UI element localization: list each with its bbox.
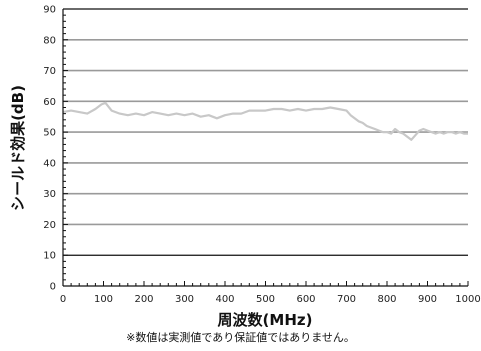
x-tick-label-0: 0 [60,294,66,305]
y-tick-label-10: 10 [43,251,56,262]
y-tick-label-0: 0 [50,282,56,293]
y-tick-label-80: 80 [43,35,56,46]
x-tick-label-1000: 1000 [455,294,480,305]
axes [62,8,469,287]
series-line-0 [62,101,468,141]
grid-lines [63,8,468,256]
x-tick-label-900: 900 [418,294,437,305]
x-tick-label-500: 500 [256,294,275,305]
x-tick-labels: 0 100 200 300 400 500 600 700 800 900 1000 [60,294,481,305]
y-tick-label-60: 60 [43,97,56,108]
series-layer [62,101,468,141]
y-tick-label-40: 40 [43,158,56,169]
x-tick-label-300: 300 [175,294,194,305]
y-axis-title: シールド効果(dB) [9,85,27,211]
measurement-note: ※数値は実測値であり保証値ではありません。 [126,331,355,344]
y-tick-label-90: 90 [43,5,56,16]
x-tick-label-800: 800 [377,294,396,305]
x-tick-label-100: 100 [94,294,113,305]
y-tick-labels: 0 10 20 30 40 50 60 70 80 90 [43,5,56,293]
y-tick-label-20: 20 [43,220,56,231]
x-tick-label-200: 200 [134,294,153,305]
x-tick-label-400: 400 [215,294,234,305]
y-tick-label-70: 70 [43,66,56,77]
x-axis-title: 周波数(MHz) [218,311,313,329]
x-tick-label-600: 600 [296,294,315,305]
y-tick-label-30: 30 [43,189,56,200]
y-tick-label-50: 50 [43,128,56,139]
x-tick-label-700: 700 [337,294,356,305]
